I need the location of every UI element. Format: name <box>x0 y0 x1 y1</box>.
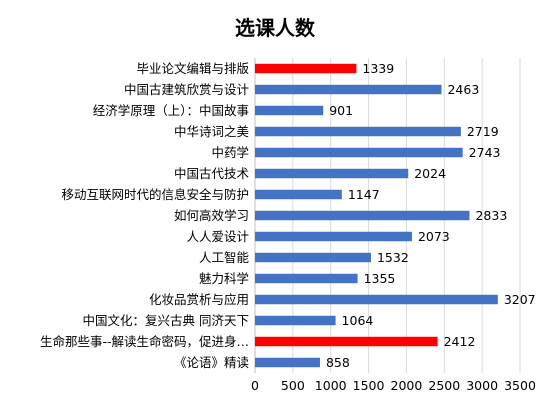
data-label: 1147 <box>348 187 380 202</box>
data-label: 2024 <box>414 166 446 181</box>
x-tick-label: 3500 <box>504 378 536 393</box>
category-label: 生命那些事--解读生命密码，促进身… <box>40 334 249 349</box>
bar <box>255 63 357 74</box>
x-axis-ticks: 0 500 1000 1500 2000 2500 3000 3500 <box>251 378 536 393</box>
bar <box>255 315 336 326</box>
category-label: 中国文化：复兴古典 同济天下 <box>83 313 249 328</box>
bars <box>255 63 498 368</box>
bar <box>255 357 320 368</box>
data-label: 2073 <box>418 229 450 244</box>
x-tick-label: 2500 <box>428 378 460 393</box>
data-label: 1355 <box>364 271 396 286</box>
x-tick-label: 2000 <box>391 378 423 393</box>
bar <box>255 252 371 263</box>
bar <box>255 168 409 179</box>
data-label: 1064 <box>342 313 374 328</box>
x-tick-label: 3000 <box>466 378 498 393</box>
bar <box>255 294 498 305</box>
data-label: 2463 <box>447 82 479 97</box>
category-label: 中国古建筑欣赏与设计 <box>124 82 249 97</box>
data-label: 3207 <box>504 292 536 307</box>
data-labels: 1339 2463 901 2719 2743 2024 1147 2833 2073 1532 1… <box>326 61 536 370</box>
category-label: 中华诗词之美 <box>174 124 249 139</box>
category-label: 如何高效学习 <box>174 208 249 223</box>
category-label: 经济学原理（上）：中国故事 <box>93 103 249 118</box>
data-label: 1532 <box>377 250 409 265</box>
category-label: 中药学 <box>211 145 249 160</box>
bar <box>255 105 324 116</box>
bar <box>255 210 470 221</box>
data-label: 858 <box>326 355 350 370</box>
category-labels: 毕业论文编辑与排版中国古建筑欣赏与设计经济学原理（上）：中国故事中华诗词之美中药… <box>40 61 250 370</box>
category-label: 毕业论文编辑与排版 <box>136 61 249 76</box>
x-tick-label: 1500 <box>353 378 385 393</box>
data-label: 901 <box>329 103 353 118</box>
data-label: 2719 <box>467 124 499 139</box>
category-label: 人人爱设计 <box>186 229 249 244</box>
bar <box>255 273 358 284</box>
bar <box>255 147 463 158</box>
bar <box>255 126 461 137</box>
bar <box>255 336 438 347</box>
bar <box>255 84 442 95</box>
category-label: 移动互联网时代的信息安全与防护 <box>61 187 249 202</box>
data-label: 2833 <box>475 208 507 223</box>
data-label: 1339 <box>362 61 394 76</box>
category-label: 《论语》精读 <box>174 355 249 370</box>
category-label: 化妆品赏析与应用 <box>149 292 249 307</box>
bar <box>255 231 412 242</box>
data-label: 2412 <box>444 334 476 349</box>
chart-title: 选课人数 <box>235 16 316 40</box>
category-label: 魅力科学 <box>199 271 249 286</box>
category-label: 人工智能 <box>199 250 250 265</box>
data-label: 2743 <box>469 145 501 160</box>
category-label: 中国古代技术 <box>174 166 250 181</box>
x-tick-label: 0 <box>251 378 259 393</box>
x-tick-label: 500 <box>281 378 305 393</box>
x-tick-label: 1000 <box>315 378 347 393</box>
bar <box>255 189 342 200</box>
